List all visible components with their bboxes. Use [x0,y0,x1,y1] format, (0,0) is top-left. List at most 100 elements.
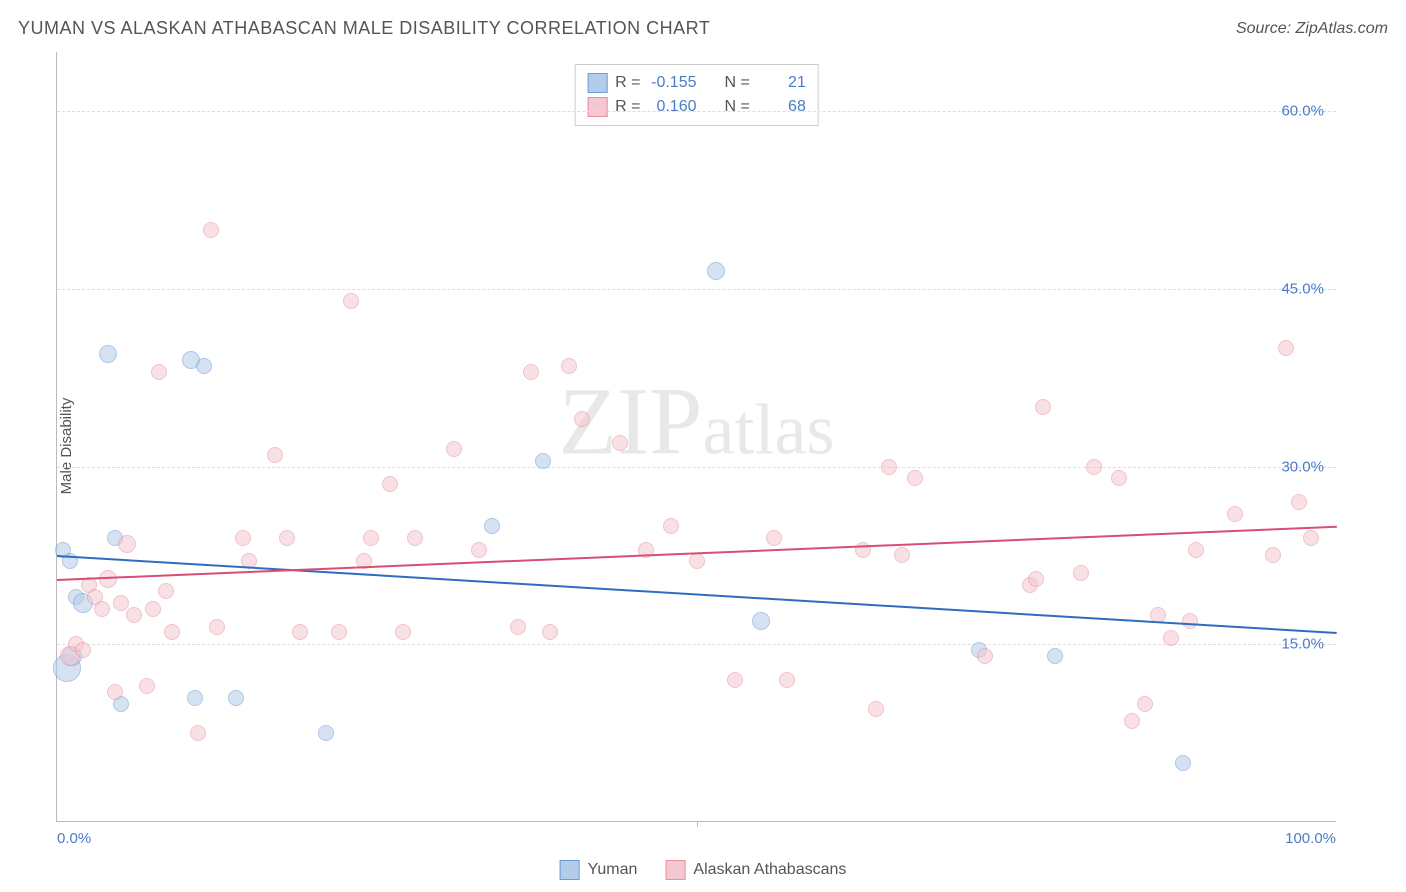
legend-label-athabascans: Alaskan Athabascans [693,861,846,879]
swatch-yuman [560,860,580,880]
scatter-point [1111,470,1127,486]
scatter-point [707,262,725,280]
scatter-point [1291,494,1307,510]
scatter-point [235,530,251,546]
scatter-point [1028,571,1044,587]
stats-n-value: 21 [758,74,806,92]
scatter-point [484,518,500,534]
scatter-point [145,601,161,617]
stats-r-value: 0.160 [649,98,697,116]
scatter-point [779,672,795,688]
title-bar: YUMAN VS ALASKAN ATHABASCAN MALE DISABIL… [18,18,1388,39]
scatter-point [868,701,884,717]
scatter-point [187,690,203,706]
scatter-point [542,624,558,640]
x-tick-label: 0.0% [57,830,91,847]
scatter-point [209,619,225,635]
grid-line [57,644,1336,645]
x-tick-label: 100.0% [1285,830,1336,847]
scatter-point [75,642,91,658]
scatter-point [523,364,539,380]
stats-n-label: N = [725,74,750,92]
stats-r-value: -0.155 [649,74,697,92]
scatter-point [1188,542,1204,558]
legend-item-yuman: Yuman [560,860,638,880]
stats-row: R = -0.155 N = 21 [587,71,806,95]
y-tick-label: 60.0% [1281,103,1324,120]
scatter-point [203,222,219,238]
swatch-athabascans [665,860,685,880]
scatter-point [407,530,423,546]
scatter-point [331,624,347,640]
scatter-point [689,553,705,569]
scatter-point [561,358,577,374]
bottom-legend: Yuman Alaskan Athabascans [560,860,847,880]
scatter-point [1303,530,1319,546]
scatter-point [894,547,910,563]
stats-n-label: N = [725,98,750,116]
stats-swatch [587,97,607,117]
scatter-point [1047,648,1063,664]
scatter-point [196,358,212,374]
scatter-point [1163,630,1179,646]
scatter-point [446,441,462,457]
scatter-point [164,624,180,640]
watermark: ZIPatlas [559,366,835,477]
scatter-point [267,447,283,463]
legend-label-yuman: Yuman [588,861,638,879]
scatter-point [382,476,398,492]
scatter-point [107,684,123,700]
scatter-point [471,542,487,558]
scatter-point [510,619,526,635]
scatter-point [279,530,295,546]
stats-r-label: R = [615,74,640,92]
scatter-point [139,678,155,694]
source-label: Source: ZipAtlas.com [1236,20,1388,38]
y-tick-label: 30.0% [1281,458,1324,475]
scatter-point [1278,340,1294,356]
plot-area: ZIPatlas R = -0.155 N = 21 R = 0.160 N = 68 15.… [56,52,1336,822]
scatter-point [1035,399,1051,415]
y-tick-label: 45.0% [1281,280,1324,297]
scatter-point [727,672,743,688]
legend-item-athabascans: Alaskan Athabascans [665,860,846,880]
grid-line [57,289,1336,290]
y-tick-label: 15.0% [1281,636,1324,653]
scatter-point [318,725,334,741]
scatter-point [292,624,308,640]
scatter-point [118,535,136,553]
grid-line [57,111,1336,112]
scatter-point [612,435,628,451]
scatter-point [907,470,923,486]
stats-box: R = -0.155 N = 21 R = 0.160 N = 68 [574,64,819,126]
scatter-point [1265,547,1281,563]
scatter-point [855,542,871,558]
scatter-point [535,453,551,469]
scatter-point [1227,506,1243,522]
scatter-point [1137,696,1153,712]
stats-row: R = 0.160 N = 68 [587,95,806,119]
scatter-point [113,595,129,611]
stats-r-label: R = [615,98,640,116]
scatter-point [94,601,110,617]
scatter-point [99,570,117,588]
grid-line [57,467,1336,468]
x-tick-mark [697,821,698,827]
scatter-point [190,725,206,741]
stats-n-value: 68 [758,98,806,116]
scatter-point [343,293,359,309]
scatter-point [1086,459,1102,475]
chart-container: YUMAN VS ALASKAN ATHABASCAN MALE DISABIL… [0,0,1406,892]
scatter-point [766,530,782,546]
scatter-point [363,530,379,546]
scatter-point [126,607,142,623]
scatter-point [1124,713,1140,729]
chart-title: YUMAN VS ALASKAN ATHABASCAN MALE DISABIL… [18,18,710,39]
scatter-point [663,518,679,534]
scatter-point [1175,755,1191,771]
scatter-point [158,583,174,599]
scatter-point [977,648,993,664]
scatter-point [228,690,244,706]
scatter-point [151,364,167,380]
scatter-point [1073,565,1089,581]
